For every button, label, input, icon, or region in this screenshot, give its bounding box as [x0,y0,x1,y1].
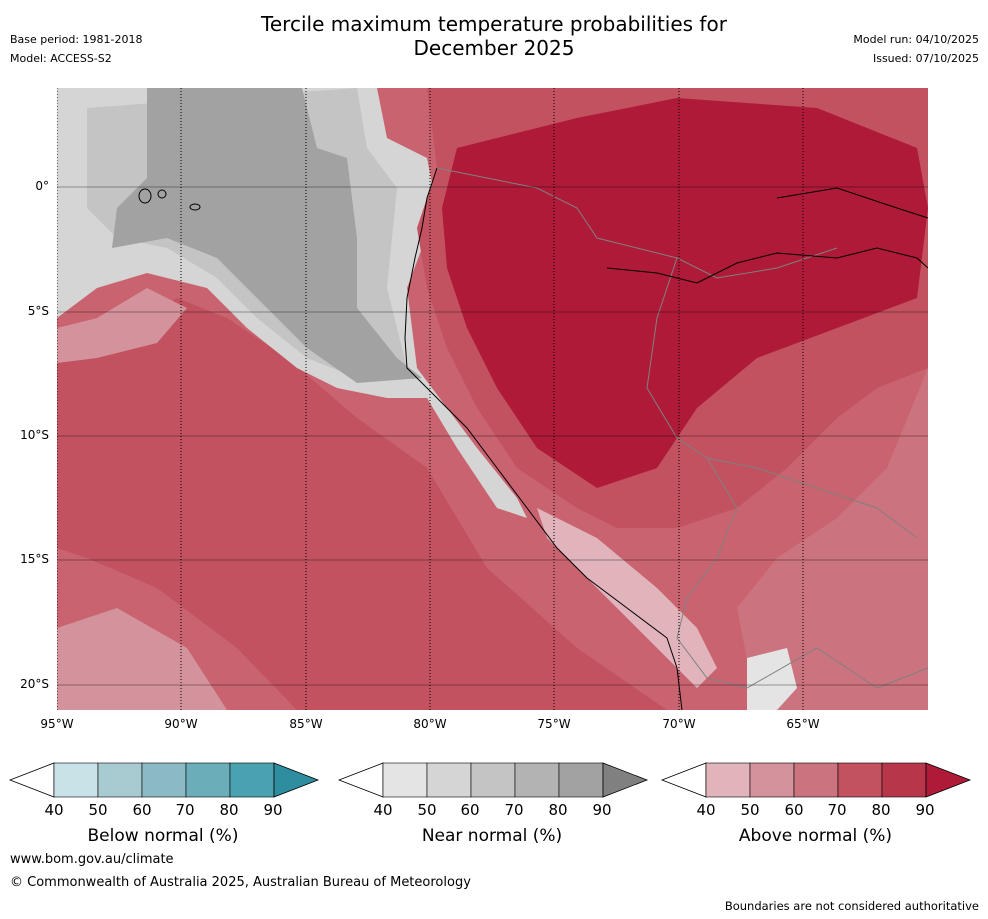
legend-title-below: Below normal (%) [87,826,239,846]
cb1-tick-80: 80 [548,801,568,819]
colorbar-1-segment-3 [514,762,560,798]
colorbar-above-normal [660,762,972,798]
cb1-tick-40: 40 [373,801,393,819]
base-period: Base period: 1981-2018 [10,33,143,46]
cb0-tick-50: 50 [88,801,108,819]
lon-label-65w: 65°W [786,717,820,731]
near-normal-patch-south [747,648,797,710]
lon-label-80w: 80°W [413,717,447,731]
colorbar-2-segment-0 [705,762,751,798]
meta-right: Model run: 04/10/2025 Issued: 07/10/2025 [853,30,979,68]
colorbar-1-extend-high [602,762,649,798]
cb0-tick-60: 60 [132,801,152,819]
lon-label-85w: 85°W [289,717,323,731]
colorbars [8,762,972,798]
above-normal-land-60-coast [537,508,717,688]
title-line-1: Tercile maximum temperature probabilitie… [261,12,727,36]
colorbar-0-extend-high [273,762,320,798]
above-normal-land-70-east [737,368,928,710]
ocean-red-70-region [57,298,667,710]
galapagos-island-1 [138,188,152,204]
cb0-tick-80: 80 [219,801,239,819]
cb2-tick-40: 40 [696,801,716,819]
legend-title-near: Near normal (%) [421,826,563,846]
footer-copyright: © Commonwealth of Australia 2025, Austra… [10,875,471,890]
lon-label-90w: 90°W [164,717,198,731]
colorbar-below-normal [8,762,320,798]
colorbar-0-segment-3 [185,762,231,798]
colorbar-0-segment-0 [53,762,99,798]
lon-label-95w: 95°W [40,717,74,731]
near-normal-dark-region [112,88,422,383]
cb2-tick-50: 50 [740,801,760,819]
colorbar-1-segment-1 [426,762,472,798]
cb0-tick-70: 70 [175,801,195,819]
colorbar-0-segment-4 [229,762,275,798]
colorbar-2-extend-high [925,762,972,798]
above-normal-land-90 [442,98,928,488]
lat-label-20s: 20°S [20,677,49,691]
rivers [606,187,928,284]
cb2-tick-60: 60 [784,801,804,819]
ocean-red-60-patch [57,288,187,363]
colorbar-0-extend-low [8,762,55,798]
lat-label-0: 0° [35,179,49,193]
model-name: Model: ACCESS-S2 [10,52,112,65]
gridlines [57,186,928,686]
colorbar-2-segment-3 [837,762,883,798]
cb2-tick-70: 70 [827,801,847,819]
galapagos-island-3 [189,203,201,211]
colorbar-2-segment-2 [793,762,839,798]
country-borders [436,167,928,689]
south-america-coastline [404,167,683,710]
colorbar-2-segment-1 [749,762,795,798]
cb0-tick-90: 90 [263,801,283,819]
galapagos-island-2 [157,189,167,199]
cb1-tick-90: 90 [592,801,612,819]
colorbar-1-segment-4 [558,762,604,798]
issued-date: Issued: 07/10/2025 [872,52,979,65]
ocean-red-60-region [57,608,227,710]
cb2-tick-90: 90 [915,801,935,819]
lon-label-70w: 70°W [662,717,696,731]
lat-label-10s: 10°S [20,428,49,442]
footer-website: www.bom.gov.au/climate [10,852,174,867]
probability-map [57,88,928,710]
cb1-tick-60: 60 [460,801,480,819]
cb1-tick-70: 70 [504,801,524,819]
title-line-2: December 2025 [413,36,575,60]
lon-label-75w: 75°W [537,717,571,731]
colorbar-0-segment-2 [141,762,187,798]
colorbar-1-segment-0 [382,762,428,798]
lat-label-15s: 15°S [20,552,49,566]
lat-label-5s: 5°S [27,304,49,318]
chart-title: Tercile maximum temperature probabilitie… [0,12,988,60]
colorbar-1-segment-2 [470,762,516,798]
cb1-tick-50: 50 [417,801,437,819]
cb0-tick-40: 40 [44,801,64,819]
colorbar-2-extend-low [660,762,707,798]
model-run: Model run: 04/10/2025 [853,33,979,46]
colorbar-0-segment-1 [97,762,143,798]
meta-left: Base period: 1981-2018 Model: ACCESS-S2 [10,30,142,68]
colorbar-1-extend-low [337,762,384,798]
colorbar-near-normal [337,762,649,798]
colorbar-2-segment-4 [881,762,927,798]
cb2-tick-80: 80 [871,801,891,819]
footer-disclaimer: Boundaries are not considered authoritat… [724,899,979,913]
legend-title-above: Above normal (%) [738,826,893,846]
